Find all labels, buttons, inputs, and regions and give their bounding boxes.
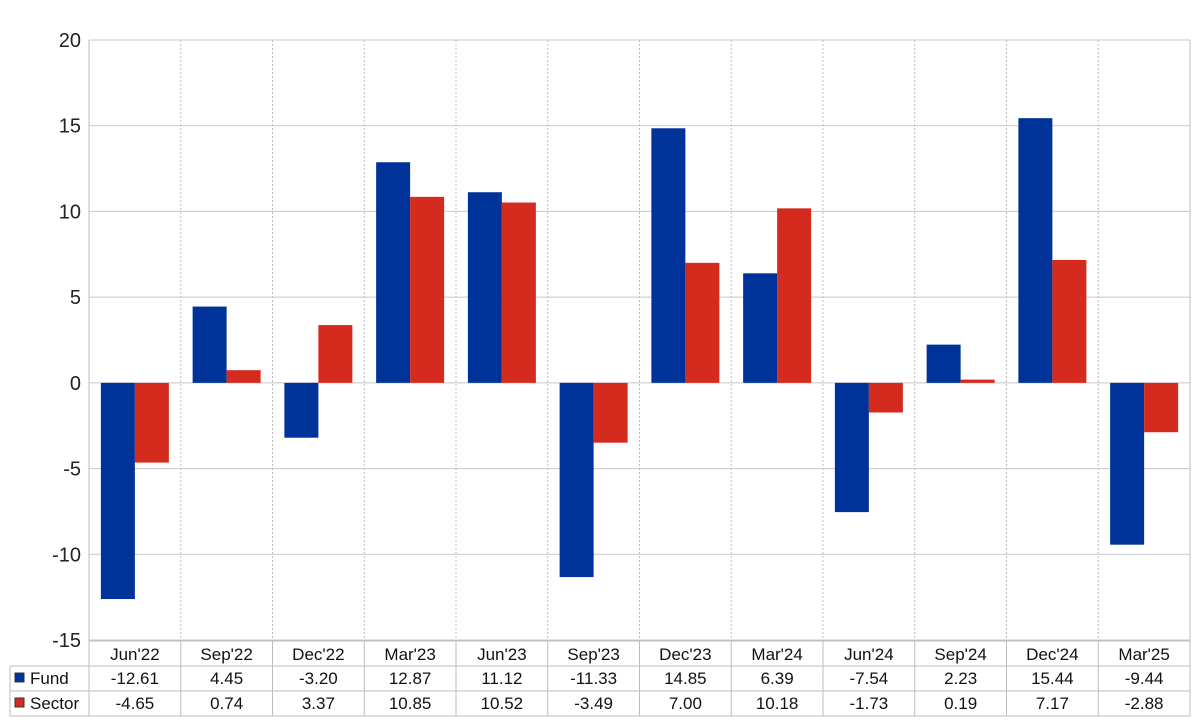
bar-sector-11 — [1144, 382, 1179, 433]
bar-sector-2 — [318, 325, 353, 383]
bar-fund-10 — [1018, 118, 1053, 383]
category-label: Sep'22 — [200, 645, 252, 664]
bar-sector-10 — [1052, 259, 1087, 383]
category-label: Mar'23 — [384, 645, 435, 664]
bar-fund-4 — [467, 192, 502, 383]
category-label: Sep'23 — [567, 645, 619, 664]
bar-fund-0 — [100, 382, 135, 600]
gridlines — [88, 39, 1191, 641]
category-label: Sep'24 — [934, 645, 986, 664]
bar-sector-0 — [134, 382, 169, 463]
category-label: Mar'24 — [751, 645, 802, 664]
table-cell-sector: -2.88 — [1125, 694, 1164, 713]
bar-fund-1 — [192, 306, 227, 383]
category-label: Dec'23 — [659, 645, 711, 664]
y-tick-label: -10 — [52, 544, 81, 566]
table-cell-sector: 0.74 — [210, 694, 243, 713]
bar-sector-1 — [226, 370, 261, 383]
category-label: Jun'22 — [110, 645, 160, 664]
category-label: Dec'24 — [1026, 645, 1078, 664]
y-tick-label: -5 — [63, 459, 81, 481]
table-cell-sector: 7.00 — [669, 694, 702, 713]
bar-fund-2 — [284, 382, 319, 438]
y-tick-label: 0 — [70, 373, 81, 395]
bar-sector-9 — [960, 379, 995, 383]
table-cell-sector: 3.37 — [302, 694, 335, 713]
table-cell-sector: 10.85 — [389, 694, 432, 713]
legend-label-sector: Sector — [30, 694, 79, 713]
y-tick-label: -15 — [52, 630, 81, 652]
category-label: Jun'24 — [844, 645, 894, 664]
bar-sector-3 — [410, 196, 445, 383]
legend-label-fund: Fund — [30, 669, 69, 688]
table-cell-fund: 4.45 — [210, 669, 243, 688]
table-cell-sector: 10.52 — [481, 694, 524, 713]
table-cell-fund: -12.61 — [111, 669, 159, 688]
table-cell-fund: -3.20 — [299, 669, 338, 688]
bar-sector-6 — [685, 262, 720, 383]
bar-sector-5 — [593, 382, 628, 443]
y-tick-label: 10 — [59, 201, 81, 223]
table-cell-fund: -7.54 — [850, 669, 889, 688]
table-cell-fund: 12.87 — [389, 669, 432, 688]
bar-fund-11 — [1110, 382, 1145, 545]
table-cell-sector: 10.18 — [756, 694, 799, 713]
legend-swatch-fund — [14, 672, 25, 683]
category-label: Jun'23 — [477, 645, 527, 664]
bar-sector-8 — [868, 382, 903, 413]
bar-fund-9 — [926, 344, 961, 383]
bar-fund-6 — [651, 128, 686, 383]
bar-fund-5 — [559, 382, 594, 578]
category-label: Dec'22 — [292, 645, 344, 664]
bars — [100, 118, 1179, 600]
table-cell-fund: -9.44 — [1125, 669, 1164, 688]
table-cell-fund: 11.12 — [481, 669, 522, 688]
bar-fund-3 — [376, 162, 411, 383]
table-cell-fund: 2.23 — [944, 669, 977, 688]
y-axis: 20 15 10 5 0 -5 -10 -15 — [52, 30, 81, 652]
legend-swatch-sector — [14, 697, 25, 708]
y-tick-label: 20 — [59, 30, 81, 52]
table-cell-sector: -3.49 — [574, 694, 613, 713]
table-cell-sector: 7.17 — [1036, 694, 1069, 713]
table-cell-fund: 15.44 — [1031, 669, 1074, 688]
category-label: Mar'25 — [1118, 645, 1169, 664]
table-cell-fund: -11.33 — [570, 669, 617, 688]
table-cell-fund: 14.85 — [664, 669, 707, 688]
y-tick-label: 15 — [59, 116, 81, 138]
bar-sector-7 — [777, 208, 812, 383]
table-cell-sector: 0.19 — [944, 694, 977, 713]
bar-fund-7 — [743, 273, 778, 383]
y-tick-label: 5 — [70, 287, 81, 309]
bar-sector-4 — [501, 202, 536, 383]
data-table: Jun'22 Sep'22 Dec'22 Mar'23 Jun'23 Sep'23 Dec'… — [9, 640, 1191, 717]
bar-fund-8 — [834, 382, 869, 513]
table-cell-fund: 6.39 — [761, 669, 794, 688]
table-cell-sector: -4.65 — [116, 694, 155, 713]
table-cell-sector: -1.73 — [850, 694, 889, 713]
